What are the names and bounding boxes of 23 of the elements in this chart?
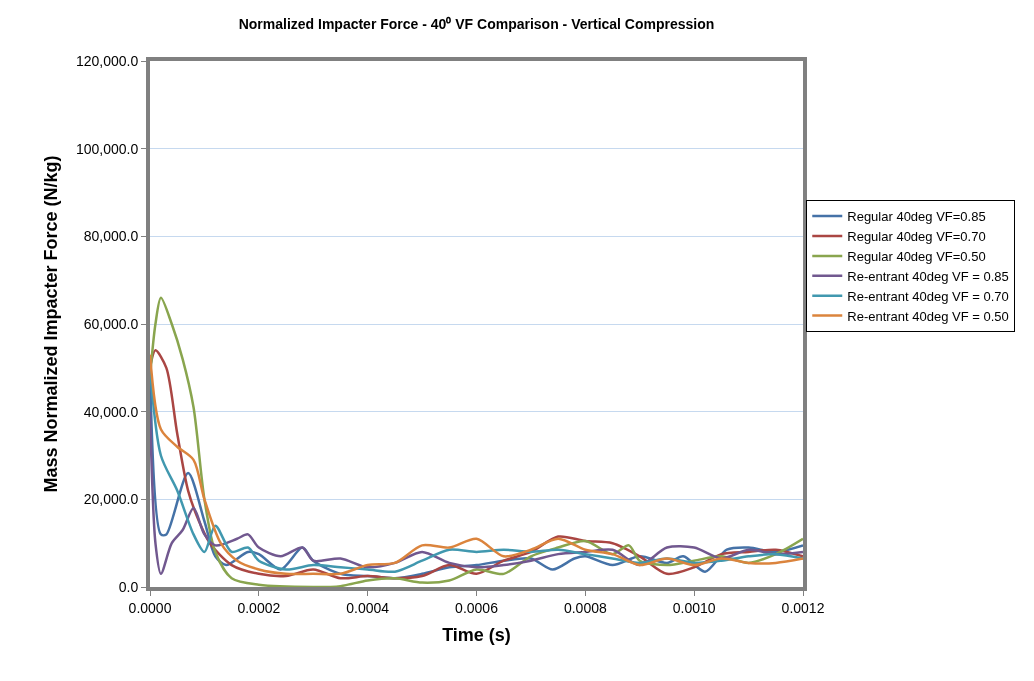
chart-title: Normalized Impacter Force - 40⁰ VF Comparison - Vertical Compression: [238, 15, 715, 32]
x-tick-label: 0.0012: [781, 599, 825, 616]
x-tick-label: 0.0010: [672, 599, 716, 616]
x-tick-label: 0.0008: [563, 599, 607, 616]
y-tick-label: 20,000.0: [83, 491, 139, 508]
x-tick-label: 0.0000: [128, 599, 172, 616]
y-tick-label: 40,000.0: [83, 403, 139, 420]
y-tick-label: 100,000.0: [75, 140, 139, 157]
legend-label: Regular 40deg VF=0.50: [847, 248, 986, 264]
legend-label: Re-entrant 40deg VF = 0.85: [847, 268, 1009, 284]
legend-label: Regular 40deg VF=0.85: [847, 209, 986, 225]
y-tick-label: 80,000.0: [83, 228, 139, 245]
y-axis-title: Mass Normalized Impacter Force (N/kg): [40, 155, 61, 493]
legend-label: Regular 40deg VF=0.70: [847, 229, 986, 245]
legend-label: Re-entrant 40deg VF = 0.70: [847, 288, 1009, 304]
x-axis-title: Time (s): [442, 625, 511, 646]
y-tick-label: 120,000.0: [75, 52, 139, 69]
legend-label: Re-entrant 40deg VF = 0.50: [847, 308, 1009, 324]
y-tick-label: 0.0: [118, 578, 139, 595]
x-tick-label: 0.0006: [455, 599, 499, 616]
y-tick-label: 60,000.0: [83, 315, 139, 332]
x-tick-label: 0.0004: [346, 599, 390, 616]
x-tick-label: 0.0002: [237, 599, 281, 616]
